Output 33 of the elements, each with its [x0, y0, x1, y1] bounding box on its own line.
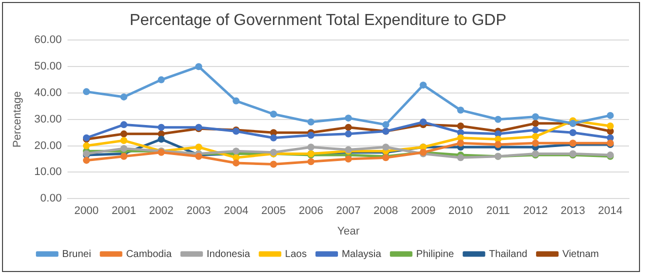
- legend-label: Laos: [285, 248, 307, 260]
- x-tick-label: 2005: [261, 205, 286, 218]
- legend-label: Vietnam: [562, 248, 599, 260]
- x-tick-label: 2012: [523, 205, 548, 218]
- x-tick-label: 2009: [410, 205, 436, 218]
- x-tick-label: 2008: [374, 205, 398, 218]
- x-tick-label: 2006: [298, 205, 324, 218]
- x-tick-label: 2003: [186, 205, 211, 218]
- y-tick-label: 20.00: [34, 140, 62, 152]
- legend-label: Indonesia: [206, 248, 250, 260]
- y-tick-label: 30.00: [34, 113, 62, 126]
- legend-label: Brunei: [62, 248, 92, 260]
- legend-label: Thailand: [488, 248, 528, 260]
- x-tick-label: 2001: [112, 205, 136, 218]
- x-axis-title: Year: [337, 225, 360, 238]
- x-tick-label: 2000: [74, 205, 99, 218]
- legend-label: Philipine: [416, 248, 454, 260]
- x-tick-label: 2014: [598, 205, 623, 218]
- legend-label: Cambodia: [126, 248, 172, 260]
- y-axis-title: Percentage: [12, 91, 24, 148]
- legend-label: Malaysia: [342, 248, 382, 260]
- x-tick-label: 2011: [486, 205, 510, 218]
- y-tick-label: 60.00: [34, 34, 62, 46]
- y-tick-label: 40.00: [34, 87, 62, 100]
- x-tick-label: 2004: [224, 205, 248, 218]
- y-tick-label: 50.00: [34, 60, 62, 73]
- y-tick-label: 0.00: [40, 192, 62, 205]
- y-tick-label: 10.00: [34, 166, 62, 178]
- x-tick-label: 2002: [149, 205, 174, 218]
- x-tick-label: 2013: [560, 205, 586, 218]
- x-tick-label: 2007: [336, 205, 361, 218]
- chart-title: Percentage of Government Total Expenditure to GDP: [130, 12, 506, 30]
- x-tick-label: 2010: [448, 205, 473, 218]
